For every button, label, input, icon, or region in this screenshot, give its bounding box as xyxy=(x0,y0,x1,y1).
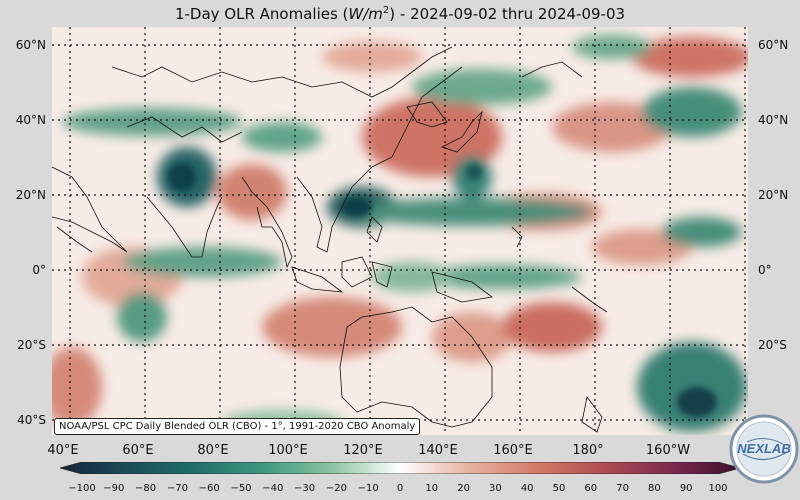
lon-label: 40°E xyxy=(47,443,79,458)
lon-label: 160°W xyxy=(645,443,691,458)
coastlines xyxy=(52,46,608,433)
map-svg xyxy=(52,27,748,435)
logo-text: NEXLAB xyxy=(737,441,790,456)
lat-label-right: 60°N xyxy=(758,38,789,52)
colorbar-tick-label: −60 xyxy=(198,483,220,494)
colorbar-tick-label: −10 xyxy=(357,483,379,494)
lat-label-right: 20°N xyxy=(758,188,789,202)
nexlab-logo: NEXLAB xyxy=(729,414,799,484)
lat-label-left: 60°N xyxy=(15,38,46,52)
colorbar-tick-label: −90 xyxy=(103,483,125,494)
colorbar-tick-label: −100 xyxy=(68,483,96,494)
lat-label-left: 40°S xyxy=(17,413,46,427)
lat-label-left: 40°N xyxy=(15,113,46,127)
lat-label-left: 20°S xyxy=(17,338,46,352)
lat-label-left: 20°N xyxy=(15,188,46,202)
colorbar xyxy=(60,462,740,474)
olr-anomaly-map xyxy=(52,27,748,435)
colorbar-tick-label: 50 xyxy=(552,483,566,494)
lon-label: 160°E xyxy=(493,443,533,458)
data-source-note: NOAA/PSL CPC Daily Blended OLR (CBO) - 1… xyxy=(54,418,421,435)
colorbar-tick-label: 10 xyxy=(425,483,439,494)
lat-label-right: 40°N xyxy=(758,113,789,127)
colorbar-tick-label: 90 xyxy=(679,483,693,494)
lon-label: 120°E xyxy=(343,443,383,458)
colorbar-tick-label: 40 xyxy=(520,483,534,494)
colorbar-tick-label: 80 xyxy=(648,483,661,494)
colorbar-tick-label: 30 xyxy=(489,483,502,494)
colorbar-tick-label: −20 xyxy=(325,483,347,494)
anomaly-cores xyxy=(168,163,717,417)
lon-label: 100°E xyxy=(268,443,308,458)
map-title: 1-Day OLR Anomalies (W/m2) - 2024-09-02 … xyxy=(174,5,626,23)
colorbar-tick-label: −50 xyxy=(230,483,252,494)
lon-label: 180° xyxy=(572,443,604,458)
lat-label-right: 0° xyxy=(758,263,772,277)
colorbar-tick-label: 0 xyxy=(396,483,404,494)
colorbar-tick-label: −30 xyxy=(294,483,316,494)
lon-label: 140°E xyxy=(418,443,458,458)
lat-label-right: 20°S xyxy=(758,338,787,352)
colorbar-tick-label: −70 xyxy=(166,483,188,494)
lon-label: 60°E xyxy=(122,443,154,458)
colorbar-tick-label: −80 xyxy=(135,483,157,494)
colorbar-tick-label: 70 xyxy=(616,483,629,494)
lon-label: 80°E xyxy=(197,443,229,458)
lat-label-left: 0° xyxy=(32,263,46,277)
colorbar-tick-label: −40 xyxy=(262,483,284,494)
anomaly-field xyxy=(52,35,748,434)
colorbar-tick-label: 20 xyxy=(457,483,470,494)
colorbar-tick-label: 100 xyxy=(708,483,728,494)
colorbar-tick-label: 60 xyxy=(584,483,598,494)
